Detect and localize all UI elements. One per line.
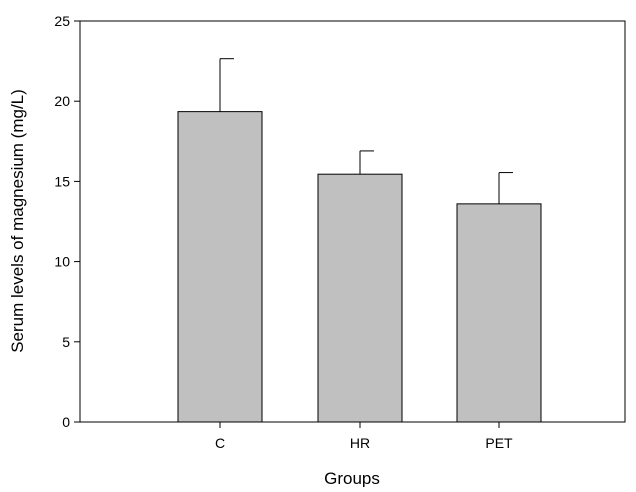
x-axis: C HR PET	[215, 422, 513, 451]
y-tick-label: 20	[54, 93, 70, 109]
bar-pet	[456, 203, 542, 423]
y-tick-label: 15	[54, 173, 70, 189]
y-tick-label: 10	[54, 254, 70, 270]
bar-hr	[317, 173, 403, 423]
error-bars	[219, 58, 513, 204]
bars	[177, 111, 542, 423]
x-tick-label-c: C	[215, 435, 225, 451]
x-tick-label-pet: PET	[485, 435, 513, 451]
x-axis-label: Groups	[324, 469, 380, 487]
x-tick-label-hr: HR	[350, 435, 370, 451]
y-tick-label: 5	[62, 334, 70, 350]
y-axis-label: Serum levels of magnesium (mg/L)	[8, 89, 27, 353]
bar-c	[177, 111, 263, 423]
y-tick-label: 0	[62, 414, 70, 430]
y-tick-label: 25	[54, 13, 70, 29]
y-axis: 0 5 10 15 20 25	[54, 13, 80, 430]
